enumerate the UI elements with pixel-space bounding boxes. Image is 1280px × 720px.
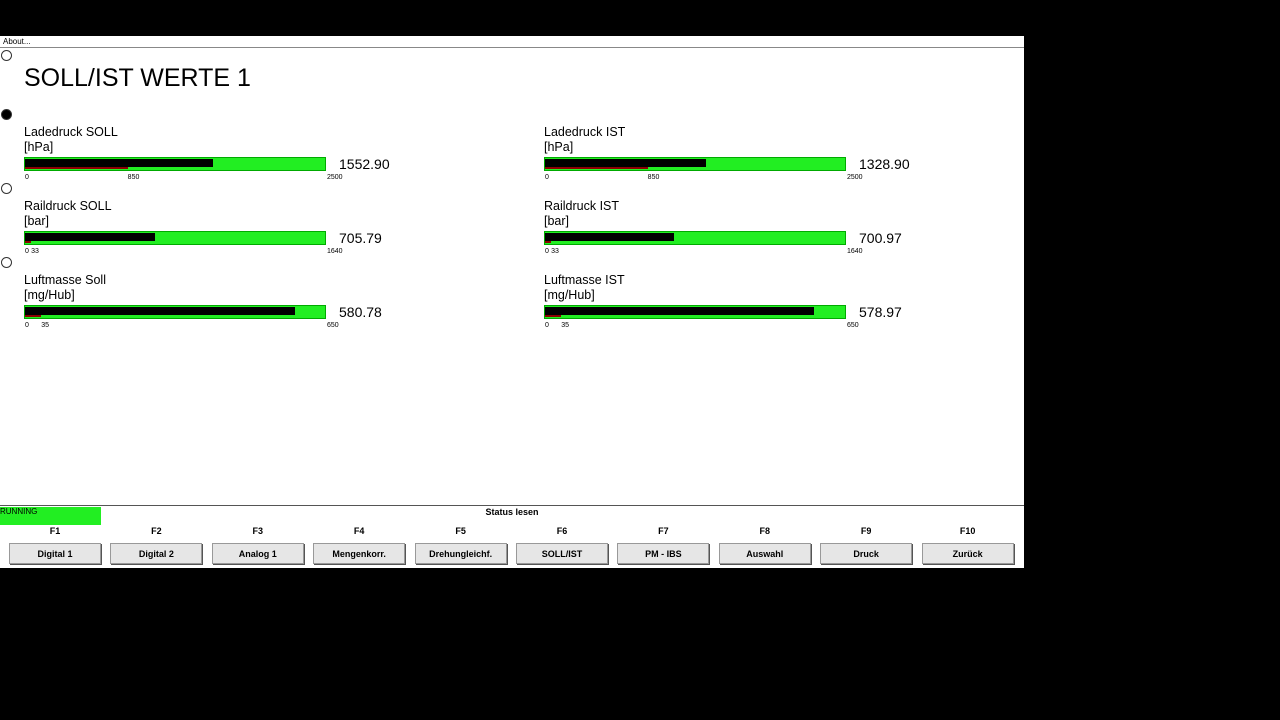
gauge-tick-label: 2500 — [847, 174, 863, 181]
function-key: F2 — [151, 526, 162, 536]
gauge-value: 705.79 — [339, 230, 382, 246]
gauge-bar — [25, 307, 295, 315]
gauge-bar — [545, 307, 814, 315]
page-title: SOLL/IST WERTE 1 — [24, 64, 251, 92]
function-key: F5 — [455, 526, 466, 536]
gauge-unit: [hPa] — [544, 140, 574, 154]
gauge-label: Luftmasse IST — [544, 273, 625, 287]
gauge-label: Ladedruck SOLL — [24, 125, 118, 139]
gauge-value: 578.97 — [859, 304, 902, 320]
gauge-unit: [mg/Hub] — [24, 288, 75, 302]
menu-about[interactable]: About... — [0, 36, 1024, 48]
gauge-unit: [hPa] — [24, 140, 54, 154]
status-panel: RUNNING Status lesen F1 Digital 1 F2 Digita… — [0, 505, 1024, 569]
gauge-tick-label: 35 — [561, 322, 570, 329]
gauge-track — [544, 305, 846, 319]
function-key: F3 — [252, 526, 264, 536]
function-key: F9 — [860, 526, 872, 536]
radio[interactable] — [1, 257, 12, 268]
gauge-tick-label: 1640 — [847, 248, 863, 255]
gauge-unit: [bar] — [24, 214, 50, 228]
gauge-value: 1552.90 — [339, 156, 390, 172]
gauge-label: Raildruck IST — [544, 199, 620, 213]
gauge-label: Raildruck SOLL — [24, 199, 112, 213]
gauge-track — [24, 305, 326, 319]
gauge-track — [544, 157, 846, 171]
gauge-tick-label: 0 — [25, 174, 29, 181]
gauge-label: Ladedruck IST — [544, 125, 626, 139]
function-button[interactable]: Digital 2 — [110, 543, 203, 564]
gauge-tick-label: 0 — [25, 322, 29, 329]
function-button[interactable]: Mengenkorr. — [313, 543, 406, 564]
gauge-unit: [bar] — [544, 214, 570, 228]
gauge-tick-label: 2500 — [327, 174, 343, 181]
function-key: F6 — [556, 526, 568, 536]
gauge-track — [24, 157, 326, 171]
status-caption: Status lesen — [485, 507, 539, 517]
gauge-unit: [mg/Hub] — [544, 288, 595, 302]
app-window: About... SOLL/IST WERTE 1 Ladedruck SOLL… — [0, 36, 1024, 568]
radio[interactable] — [1, 50, 12, 61]
function-key: F4 — [353, 526, 365, 536]
function-button[interactable]: SOLL/IST — [516, 543, 608, 564]
function-button[interactable]: PM - IBS — [617, 543, 710, 564]
gauge-value: 700.97 — [859, 230, 902, 246]
function-button[interactable]: Digital 1 — [9, 543, 101, 564]
function-key: F7 — [658, 526, 669, 536]
gauge-bar — [25, 233, 155, 241]
gauge-tick-label: 0 — [545, 322, 549, 329]
gauge-tick-label: 0 — [545, 248, 549, 255]
function-button[interactable]: Zurück — [921, 543, 1014, 564]
gauge-tick-label: 1640 — [327, 248, 343, 255]
function-button[interactable]: Analog 1 — [211, 543, 304, 564]
function-button[interactable]: Auswahl — [718, 543, 811, 564]
gauge-tick-label: 850 — [647, 174, 660, 181]
function-key: F10 — [959, 526, 976, 536]
gauge-value: 1328.90 — [859, 156, 910, 172]
gauge-tick-label: 650 — [327, 322, 339, 329]
gauge-tick-label: 650 — [847, 322, 859, 329]
gauge-bar — [25, 159, 213, 167]
gauge-label: Luftmasse Soll — [24, 273, 106, 287]
gauge-track — [544, 231, 846, 245]
gauge-tick-label: 33 — [551, 248, 559, 255]
function-button[interactable]: Druck — [820, 543, 913, 564]
function-key: F1 — [49, 526, 61, 536]
gauge-tick-label: 0 — [25, 248, 29, 255]
radio[interactable] — [1, 183, 12, 194]
gauge-tick-label: 35 — [41, 322, 50, 329]
function-key: F8 — [759, 526, 771, 536]
gauge-bar — [545, 233, 675, 241]
radio[interactable] — [1, 109, 12, 120]
function-button[interactable]: Drehungleichf. — [414, 543, 507, 564]
gauge-track — [24, 231, 326, 245]
gauge-value: 580.78 — [339, 304, 382, 320]
gauge-bar — [545, 159, 706, 167]
gauge-tick-label: 0 — [545, 174, 549, 181]
status-state: RUNNING — [0, 507, 101, 525]
gauge-tick-label: 850 — [127, 174, 140, 181]
gauge-tick-label: 33 — [31, 248, 39, 255]
